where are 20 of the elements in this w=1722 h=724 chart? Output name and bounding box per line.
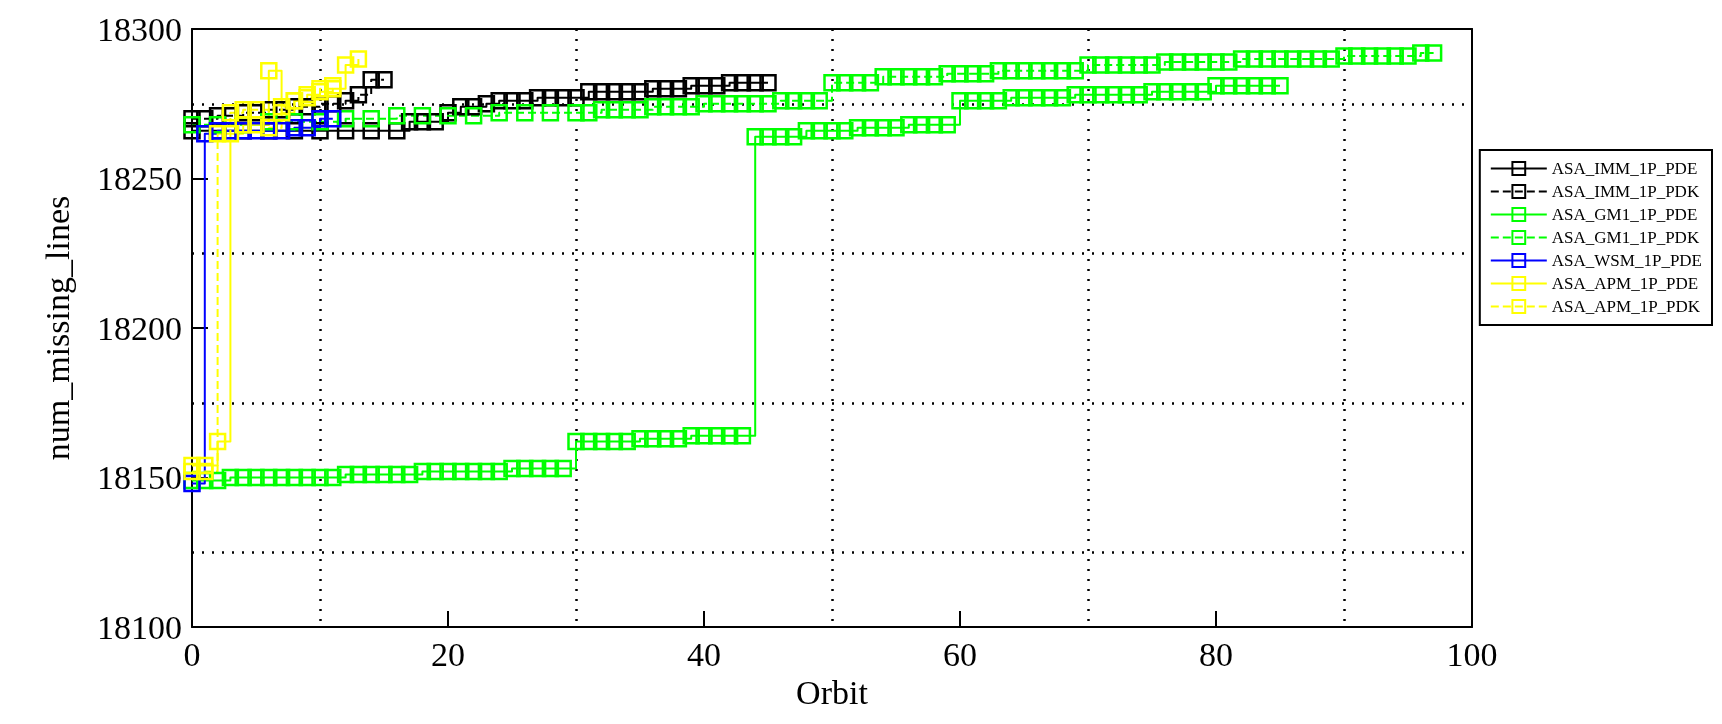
x-tick-label: 40 xyxy=(687,635,721,673)
x-axis-title: Orbit xyxy=(796,674,869,712)
x-tick-label: 100 xyxy=(1446,635,1498,673)
y-tick-label: 18200 xyxy=(97,309,182,347)
legend-label: ASA_APM_1P_PDK xyxy=(1551,297,1701,316)
x-tick-label: 20 xyxy=(431,635,465,673)
legend-label: ASA_WSM_1P_PDE xyxy=(1551,251,1703,270)
y-axis-title: num_missing_lines xyxy=(38,195,76,461)
legend-label: ASA_GM1_1P_PDK xyxy=(1551,228,1700,247)
legend-label: ASA_GM1_1P_PDE xyxy=(1551,205,1698,224)
x-tick-label: 60 xyxy=(943,635,977,673)
legend-label: ASA_IMM_1P_PDE xyxy=(1551,159,1698,178)
legend-label: ASA_IMM_1P_PDK xyxy=(1551,182,1700,201)
y-tick-label: 18150 xyxy=(97,459,182,496)
x-tick-label: 80 xyxy=(1199,635,1233,673)
y-tick-label: 18300 xyxy=(97,10,182,48)
y-tick-label: 18100 xyxy=(97,608,182,646)
x-tick-label: 0 xyxy=(183,635,201,673)
legend-label: ASA_APM_1P_PDE xyxy=(1551,274,1699,293)
y-tick-label: 18250 xyxy=(97,160,182,197)
